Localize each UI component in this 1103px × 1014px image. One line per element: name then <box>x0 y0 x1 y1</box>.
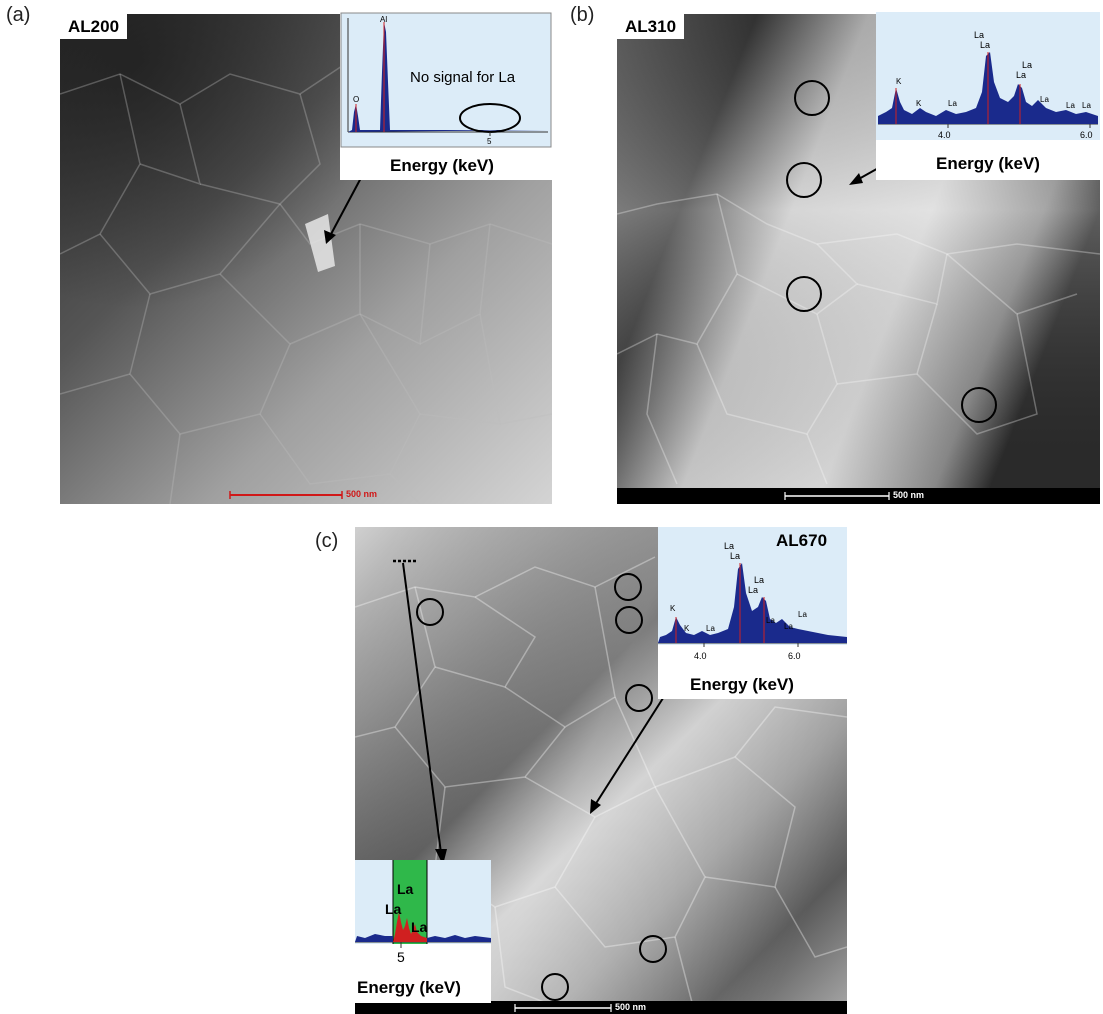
eds-inset-c-bottom: La La La 5 Energy (keV) <box>355 860 491 1003</box>
eds-spectrum-c-top: K K La La La La La La La La 4.0 6.0 <box>658 527 847 661</box>
circle-marker <box>639 935 667 963</box>
peak-label-Al: Al <box>380 15 387 24</box>
scale-label-b: 500 nm <box>893 490 925 500</box>
sample-tag-c: AL670 <box>776 531 828 550</box>
circle-marker <box>416 598 444 626</box>
peak-label: K <box>670 604 676 613</box>
scale-bar-a <box>229 491 343 499</box>
eds-spectrum-a <box>340 12 552 148</box>
peak-label: La <box>1022 60 1032 70</box>
micrograph-c: 500 nm <box>355 527 847 1014</box>
eds-inset-a: O Al 5 No signal for La Energy (keV) <box>340 12 552 180</box>
peak-label: La <box>1082 101 1091 110</box>
circle-marker <box>786 162 822 198</box>
eds-spectrum-c-bottom: La La La 5 <box>355 860 491 965</box>
arrow-a <box>324 175 363 244</box>
peak-label-O: O <box>353 95 359 104</box>
peak-label: La <box>397 881 414 897</box>
micrograph-b-image <box>617 14 1100 504</box>
micrograph-b: AL310 500 nm <box>617 14 1100 504</box>
panel-b-label: (b) <box>570 4 595 26</box>
eds-spectrum-b: K K La La La La La La La La 4.0 6.0 <box>876 12 1100 140</box>
peak-label: La <box>784 622 793 631</box>
tick-label: 4.0 <box>938 130 951 140</box>
peak-label: La <box>411 919 428 935</box>
peak-label: La <box>730 551 740 561</box>
eds-inset-b: K K La La La La La La La La 4.0 6.0 Ener… <box>876 12 1100 180</box>
peak-label: La <box>974 30 984 40</box>
scale-label-a: 500 nm <box>346 489 378 499</box>
circle-marker <box>961 387 997 423</box>
circle-marker <box>615 606 643 634</box>
tick-label: 6.0 <box>1080 130 1093 140</box>
no-signal-note: No signal for La <box>410 69 516 86</box>
scale-bar-b <box>784 492 890 500</box>
peak-label: La <box>980 40 990 50</box>
sample-tag-a: AL200 <box>60 14 128 39</box>
energy-axis-label-b: Energy (keV) <box>936 154 1040 173</box>
peak-label: La <box>948 99 957 108</box>
peak-label: La <box>1040 95 1049 104</box>
peak-label: La <box>1016 70 1026 80</box>
peak-label: La <box>385 901 402 917</box>
panel-a-label: (a) <box>6 4 31 26</box>
tick-label-5: 5 <box>487 137 492 146</box>
eds-inset-c-top: K K La La La La La La La La 4.0 6.0 Ener… <box>658 527 847 699</box>
circle-marker <box>614 573 642 601</box>
circle-marker <box>541 973 569 1001</box>
energy-axis-label-c-top: Energy (keV) <box>690 675 794 694</box>
tick-label: 4.0 <box>694 651 707 661</box>
peak-label: K <box>896 77 902 86</box>
circle-marker <box>786 276 822 312</box>
energy-axis-label-a: Energy (keV) <box>390 156 494 175</box>
circle-marker <box>625 684 653 712</box>
scale-label-c: 500 nm <box>615 1002 647 1012</box>
tick-label: 6.0 <box>788 651 801 661</box>
peak-label: La <box>766 616 775 625</box>
scale-bar-c <box>514 1004 612 1012</box>
peak-label: La <box>1066 101 1075 110</box>
tick-label: 5 <box>397 949 405 965</box>
peak-label: La <box>754 575 764 585</box>
peak-label: K <box>684 624 690 633</box>
energy-axis-label-c-bottom: Energy (keV) <box>357 978 461 997</box>
peak-label: La <box>724 541 734 551</box>
peak-label: La <box>748 585 758 595</box>
peak-label: K <box>916 99 922 108</box>
panel-c-label: (c) <box>315 530 339 552</box>
peak-label: La <box>798 610 807 619</box>
peak-label: La <box>706 624 715 633</box>
sample-tag-b: AL310 <box>617 14 685 39</box>
circle-marker <box>794 80 830 116</box>
